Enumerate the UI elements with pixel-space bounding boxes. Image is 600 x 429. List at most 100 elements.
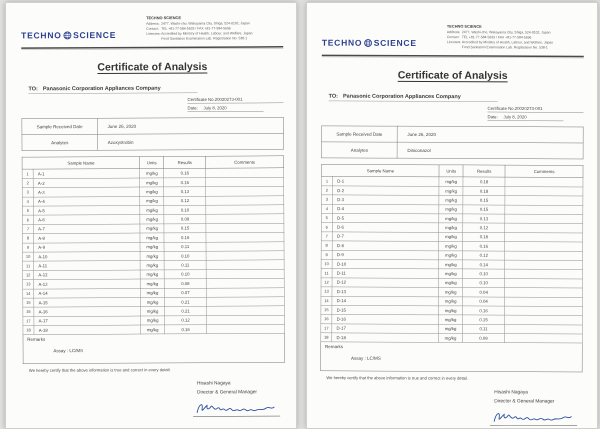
- table-cell: mg/kg: [140, 306, 165, 316]
- table-cell: [206, 269, 285, 279]
- table-cell: mg/kg: [439, 195, 464, 205]
- table-cell: D-7: [332, 231, 439, 242]
- table-cell: [504, 324, 583, 334]
- table-cell: 0.13: [462, 213, 505, 224]
- date-label: Date:: [187, 105, 198, 111]
- table-cell: D-4: [332, 204, 440, 214]
- results-table: Sample Name Units Results Comments 1 A-1 m…: [22, 156, 285, 335]
- recipient-line: TO: Panasonic Corporation Appliances Com…: [328, 93, 498, 103]
- table-cell: D-18: [331, 332, 439, 343]
- table-cell: 0.04: [462, 296, 505, 307]
- col-header-units: Units: [139, 156, 164, 169]
- table-cell: mg/kg: [139, 196, 165, 206]
- table-cell: 0.16: [164, 232, 207, 243]
- table-cell: 3: [321, 194, 333, 205]
- table-cell: 4: [22, 196, 34, 207]
- table-cell: mg/kg: [438, 324, 463, 334]
- table-cell: 12: [321, 277, 333, 287]
- table-cell: 16: [22, 307, 34, 317]
- table-cell: D-6: [332, 222, 440, 233]
- table-cell: 0.11: [462, 324, 505, 334]
- col-header-sample-name: Sample Name: [321, 164, 440, 178]
- results-header-row: Sample Name Units Results Comments: [321, 164, 584, 178]
- table-cell: 17: [22, 316, 34, 326]
- logo-word-techno: TECHNO: [321, 37, 363, 48]
- recipient-line: TO: Panasonic Corporation Appliances Com…: [28, 85, 198, 95]
- table-cell: [205, 195, 284, 206]
- table-cell: D-3: [332, 194, 440, 205]
- analytes-row: Analytes Diniconazol: [321, 142, 584, 160]
- table-cell: 0.10: [462, 269, 505, 279]
- signer-title: Director & General Manager: [494, 398, 555, 404]
- analytes-value: Azoxystrobin: [97, 133, 284, 151]
- table-cell: [206, 223, 284, 233]
- table-cell: 0.18: [463, 186, 506, 196]
- table-cell: 2: [22, 178, 34, 188]
- table-cell: 0.15: [463, 204, 506, 215]
- table-cell: D-12: [331, 277, 439, 288]
- sample-received-label: Sample Received Date: [21, 118, 98, 135]
- table-cell: mg/kg: [439, 186, 464, 196]
- table-cell: 0.11: [164, 260, 207, 270]
- document-title: Certificate of Analysis: [97, 61, 208, 74]
- table-cell: 0.16: [163, 168, 206, 178]
- table-cell: mg/kg: [140, 242, 165, 252]
- certificate-page: TECHNO SCIENCE TECHNO SCIENCE Address: 2: [5, 2, 297, 429]
- sample-received-row: Sample Received Date June 26, 2020: [21, 117, 284, 135]
- analytes-row: Analytes Azoxystrobin: [21, 133, 284, 151]
- certification-statement: We hereby certify that the above informa…: [326, 375, 469, 381]
- table-cell: D-11: [332, 268, 439, 279]
- letterhead: TECHNO SCIENCE TECHNO SCIENCE Address: 2: [322, 22, 584, 51]
- table-cell: 9: [22, 242, 34, 253]
- remarks-label: Remarks: [27, 337, 46, 343]
- licenses-label-2: [146, 37, 160, 42]
- logo-word-science: SCIENCE: [73, 30, 117, 41]
- remarks-box: Remarks Assay : LC/MS: [22, 333, 285, 365]
- table-cell: mg/kg: [438, 241, 463, 251]
- table-cell: mg/kg: [438, 223, 463, 233]
- certificate-meta-block: Certificate No.20020273-001 Date: July 8…: [487, 106, 584, 122]
- table-cell: [505, 177, 583, 187]
- table-cell: mg/kg: [140, 260, 165, 270]
- table-cell: mg/kg: [439, 213, 464, 224]
- certificate-page: TECHNO SCIENCE TECHNO SCIENCE Address: 2: [306, 2, 598, 429]
- table-cell: 0.08: [164, 278, 207, 289]
- recipient-name: Panasonic Corporation Appliances Company: [42, 85, 161, 93]
- table-cell: 13: [22, 279, 34, 289]
- table-cell: mg/kg: [438, 268, 463, 279]
- table-cell: 0.16: [163, 177, 206, 188]
- signer-title: Director & General Manager: [197, 389, 258, 395]
- table-cell: [205, 204, 284, 215]
- table-cell: mg/kg: [438, 333, 463, 343]
- table-cell: [206, 250, 285, 261]
- table-cell: mg/kg: [140, 315, 165, 326]
- techno-science-logo: TECHNO SCIENCE: [322, 36, 417, 50]
- table-cell: 15: [22, 298, 34, 308]
- table-cell: 0.18: [463, 177, 506, 187]
- globe-icon: [63, 31, 72, 40]
- table-cell: mg/kg: [140, 214, 165, 224]
- table-cell: [205, 177, 284, 187]
- table-cell: 0.21: [164, 306, 207, 316]
- table-cell: mg/kg: [439, 177, 464, 187]
- table-cell: 0.16: [462, 305, 505, 316]
- licenses-label-2: [447, 45, 461, 50]
- table-cell: 0.14: [462, 259, 505, 270]
- table-cell: 5: [321, 213, 333, 223]
- table-cell: 0.16: [164, 324, 207, 335]
- table-cell: 0.09: [462, 333, 505, 343]
- table-cell: 16: [320, 314, 332, 324]
- table-cell: 12: [22, 270, 34, 280]
- table-cell: 0.10: [164, 251, 207, 261]
- table-cell: 0.04: [462, 287, 505, 297]
- letterhead-info-block: TECHNO SCIENCE Address: 2477, Washi-cho,…: [447, 24, 584, 51]
- certificate-date: Date: July 8, 2020: [487, 112, 564, 122]
- table-cell: 8: [22, 233, 34, 243]
- table-cell: 14: [22, 288, 34, 299]
- table-cell: [505, 186, 583, 197]
- table-cell: D-2: [332, 185, 440, 196]
- table-cell: D-9: [332, 250, 439, 260]
- certificate-meta-block: Certificate No.20020273-001 Date: July 8…: [187, 96, 284, 113]
- table-cell: mg/kg: [438, 250, 463, 260]
